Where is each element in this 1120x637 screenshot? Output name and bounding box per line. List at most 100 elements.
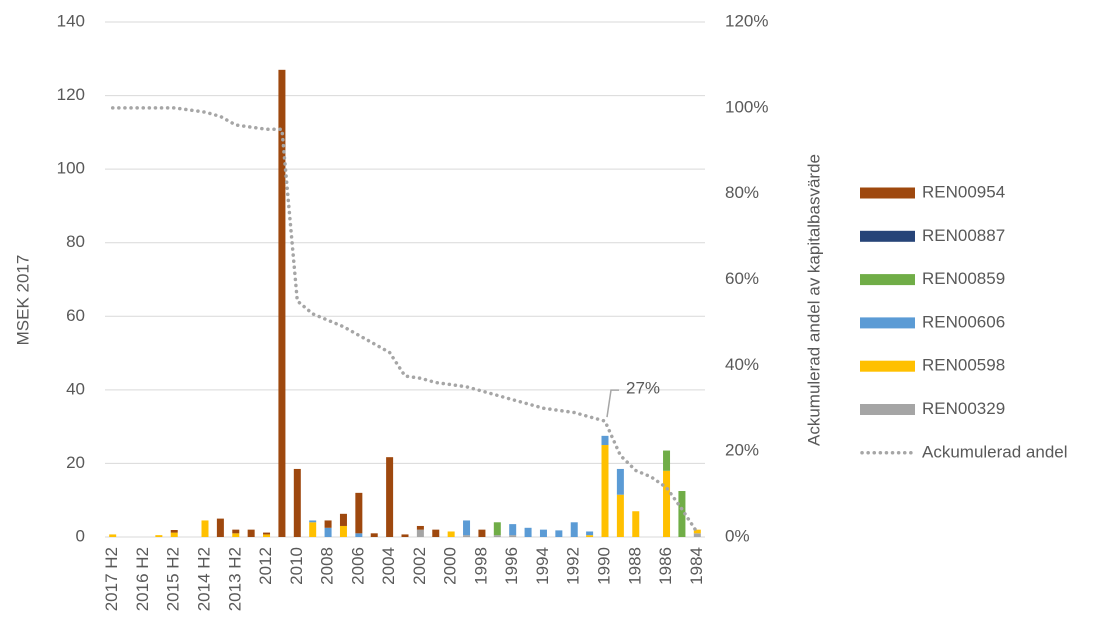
- bar-segment: [416, 525, 424, 530]
- bar-segment: [170, 532, 178, 537]
- legend-label: REN00954: [922, 182, 1005, 201]
- legend-swatch: [860, 187, 915, 199]
- x-tick-label: 2006: [348, 547, 367, 585]
- bar-segment: [293, 468, 301, 537]
- x-tick-label: 1986: [656, 547, 675, 585]
- bar-segment: [263, 532, 271, 535]
- y2-axis-title: Ackumulerad andel av kapitalbasvärde: [804, 154, 823, 446]
- bar-segment: [201, 520, 209, 537]
- legend-swatch: [860, 317, 915, 329]
- bar-segment: [386, 457, 394, 537]
- x-tick-label: 2010: [287, 547, 306, 585]
- bar-segment: [663, 470, 671, 537]
- bar-segment: [463, 535, 471, 537]
- legend-label: REN00329: [922, 399, 1005, 418]
- y-tick-label: 0: [76, 526, 85, 545]
- bar-segment: [555, 530, 563, 537]
- bar-segment: [339, 513, 347, 526]
- bar-segment: [509, 524, 517, 536]
- bar-segment: [355, 533, 363, 537]
- bar-segment: [355, 492, 363, 534]
- y2-tick-label: 80%: [725, 183, 759, 202]
- y2-tick-label: 60%: [725, 269, 759, 288]
- y-tick-label: 60: [66, 306, 85, 325]
- bar-segment: [601, 435, 609, 446]
- bar-segment: [509, 535, 517, 537]
- bar-segment: [616, 494, 624, 537]
- legend-swatch: [860, 274, 915, 286]
- x-tick-label: 2013 H2: [225, 547, 244, 611]
- bar-segment: [232, 529, 240, 534]
- y-tick-label: 120: [57, 85, 85, 104]
- x-tick-label: 1996: [502, 547, 521, 585]
- x-tick-label: 2012: [256, 547, 275, 585]
- bar-segment: [632, 511, 640, 537]
- y-tick-label: 140: [57, 11, 85, 30]
- bar-segment: [463, 520, 471, 536]
- x-tick-label: 1984: [687, 547, 706, 585]
- x-tick-label: 1990: [594, 547, 613, 585]
- bar-segment: [324, 520, 332, 528]
- bar-segment: [155, 535, 163, 537]
- bar-segment: [693, 529, 701, 534]
- bar-segment: [216, 518, 224, 537]
- y2-tick-label: 40%: [725, 355, 759, 374]
- label-leader: [606, 389, 619, 418]
- y2-tick-label: 0%: [725, 526, 750, 545]
- bar-segment: [586, 531, 594, 536]
- legend-label: REN00887: [922, 226, 1005, 245]
- legend-label: REN00606: [922, 312, 1005, 331]
- legend-swatch: [860, 404, 915, 415]
- x-tick-label: 2015 H2: [164, 547, 183, 611]
- legend-label: REN00859: [922, 269, 1005, 288]
- y2-tick-label: 20%: [725, 441, 759, 460]
- bar-segment: [109, 534, 117, 537]
- data-label: 27%: [626, 379, 660, 398]
- x-tick-label: 1988: [625, 547, 644, 585]
- x-tick-label: 1994: [533, 547, 552, 585]
- bar-segment: [432, 529, 440, 537]
- bar-segment: [524, 527, 532, 537]
- bar-segment: [309, 520, 317, 523]
- cumulative-line: [110, 106, 700, 535]
- bar-segment: [278, 69, 286, 538]
- bar-segment: [447, 531, 455, 537]
- bar-segment: [678, 491, 686, 537]
- bar-segment: [478, 529, 486, 537]
- y2-tick-label: 100%: [725, 97, 768, 116]
- x-tick-label: 2017 H2: [102, 547, 121, 611]
- bar-segment: [416, 529, 424, 537]
- x-tick-label: 2002: [410, 547, 429, 585]
- bar-segment: [324, 527, 332, 537]
- x-tick-label: 1998: [471, 547, 490, 585]
- bar-segment: [601, 445, 609, 537]
- bar-segment: [232, 533, 240, 537]
- bar-segment: [401, 534, 409, 537]
- y-tick-label: 80: [66, 232, 85, 251]
- bar-segment: [539, 529, 547, 537]
- x-tick-label: 1992: [564, 547, 583, 585]
- bar-segment: [570, 522, 578, 537]
- x-tick-label: 2016 H2: [133, 547, 152, 611]
- x-tick-label: 2008: [318, 547, 337, 585]
- bar-segment: [247, 529, 255, 537]
- bar-segment: [170, 530, 178, 533]
- x-tick-label: 2000: [441, 547, 460, 585]
- x-tick-label: 2014 H2: [194, 547, 213, 611]
- legend-swatch: [860, 230, 915, 242]
- y-tick-label: 40: [66, 379, 85, 398]
- bar-segment: [493, 535, 501, 537]
- y2-tick-label: 120%: [725, 11, 768, 30]
- legend-label: Ackumulerad andel: [922, 442, 1068, 461]
- bar-segment: [370, 533, 378, 537]
- x-tick-label: 2004: [379, 547, 398, 585]
- bar-segment: [693, 533, 701, 537]
- legend-label: REN00598: [922, 356, 1005, 375]
- bar-segment: [616, 468, 624, 495]
- y-tick-label: 20: [66, 453, 85, 472]
- y-axis-title: MSEK 2017: [13, 255, 32, 346]
- bar-segment: [339, 525, 347, 537]
- bar-segment: [263, 534, 271, 537]
- y-tick-label: 100: [57, 159, 85, 178]
- bar-segment: [493, 522, 501, 536]
